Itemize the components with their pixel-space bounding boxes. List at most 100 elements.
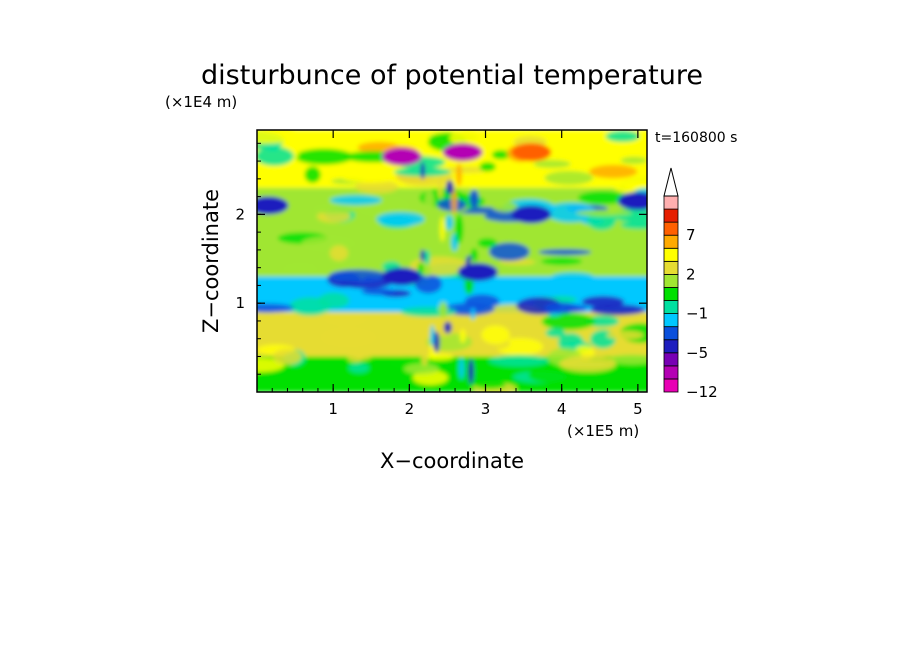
colorbar-swatch: [663, 313, 679, 328]
chart-title: disturbunce of potential temperature: [201, 60, 703, 91]
colorbar-tick-label: 7: [686, 226, 696, 244]
field-blob: [545, 328, 566, 338]
wave-streak: [420, 345, 429, 366]
x-tick-label: 2: [405, 400, 415, 418]
colorbar-swatch: [663, 339, 679, 354]
x-axis-label: X−coordinate: [380, 449, 524, 473]
field-blob: [590, 304, 646, 316]
colorbar-swatch: [663, 260, 679, 275]
feature-core: [617, 192, 647, 211]
field-blob: [340, 169, 399, 184]
field-blob: [620, 221, 647, 230]
wave-streak: [432, 235, 443, 251]
colorbar-tick-label: −5: [686, 344, 708, 362]
field-blob: [257, 146, 294, 166]
field-blob: [623, 181, 647, 191]
colorbar-swatch: [663, 208, 679, 223]
colorbar-swatch: [663, 221, 679, 236]
field-blob: [443, 166, 491, 173]
wave-streak: [423, 249, 431, 266]
field-blob: [538, 248, 592, 256]
colorbar-swatch: [663, 273, 679, 288]
field-blob: [449, 130, 489, 147]
field-blob: [541, 313, 596, 330]
colorbar: 7 2 −1 −5 −12: [663, 167, 718, 401]
feature-core: [381, 147, 422, 166]
field-blob: [620, 156, 647, 164]
field-blob: [512, 281, 541, 293]
field-blob: [361, 288, 397, 296]
field-blob: [329, 245, 349, 261]
field-blob: [488, 354, 549, 367]
feature-core: [442, 143, 483, 162]
field-blob: [355, 179, 399, 194]
field-blob: [550, 272, 595, 283]
wave-streak: [439, 216, 445, 242]
field-blob: [312, 204, 358, 214]
feature-core: [381, 267, 422, 286]
wave-streak: [454, 214, 464, 244]
wave-streak: [430, 324, 435, 347]
field-blob: [492, 201, 518, 213]
field-blob: [491, 149, 510, 160]
colorbar-swatch: [663, 234, 679, 249]
wave-streak: [420, 161, 425, 180]
wave-streak: [437, 175, 443, 199]
field-blob: [376, 211, 425, 227]
plot-frame: [256, 129, 648, 393]
wave-streak: [451, 188, 457, 215]
wave-streak: [468, 358, 474, 385]
wave-streak: [424, 188, 435, 217]
field-blob: [348, 362, 370, 373]
field-blob: [477, 238, 498, 248]
field-blob: [425, 353, 454, 361]
wave-streak: [459, 328, 466, 344]
wave-streak: [420, 249, 425, 262]
plot-area: [257, 130, 647, 392]
wave-streak: [469, 189, 479, 209]
field-blob: [507, 159, 525, 178]
field-blob: [329, 195, 382, 206]
field-blob: [257, 132, 293, 144]
colorbar-swatch: [663, 287, 679, 301]
wave-streak: [433, 331, 440, 353]
field-blob: [577, 190, 628, 205]
colorbar-swatch: [663, 247, 679, 262]
field-blob: [533, 159, 571, 168]
field-blob: [481, 325, 510, 345]
field-blob: [576, 209, 632, 217]
wave-streak: [445, 214, 453, 231]
field-blob: [400, 306, 457, 317]
feature-core: [511, 205, 552, 224]
x-unit-label: (×1E5 m): [567, 422, 639, 440]
field-blob: [320, 328, 376, 347]
field-blob: [605, 130, 640, 143]
field-blob: [541, 257, 583, 266]
x-tick-label: 1: [328, 400, 338, 418]
wave-streak: [470, 307, 476, 321]
wave-streak: [438, 301, 448, 318]
wave-streak: [456, 163, 462, 187]
field-blob: [284, 263, 317, 274]
y-tick-label: 2: [235, 205, 245, 223]
feature-core: [257, 196, 289, 215]
field-blob: [354, 352, 372, 361]
field-blob: [586, 152, 626, 161]
colorbar-extend-arrow: [663, 167, 679, 197]
field-blob: [544, 170, 594, 185]
time-label: t=160800 s: [655, 130, 737, 146]
colorbar-swatch: [663, 300, 679, 314]
wave-streak: [445, 180, 454, 195]
colorbar-tick-label: 2: [686, 265, 696, 283]
field-blob: [403, 363, 440, 375]
contour-field: [257, 130, 647, 392]
x-tick-label: 4: [557, 400, 567, 418]
field-blob: [294, 148, 353, 165]
wave-streak: [458, 357, 465, 380]
colorbar-swatch: [663, 195, 679, 210]
wave-streak: [443, 321, 452, 334]
field-blob: [545, 202, 597, 223]
field-blob: [559, 355, 617, 373]
field-blob: [479, 161, 496, 172]
field-blob: [608, 354, 647, 365]
